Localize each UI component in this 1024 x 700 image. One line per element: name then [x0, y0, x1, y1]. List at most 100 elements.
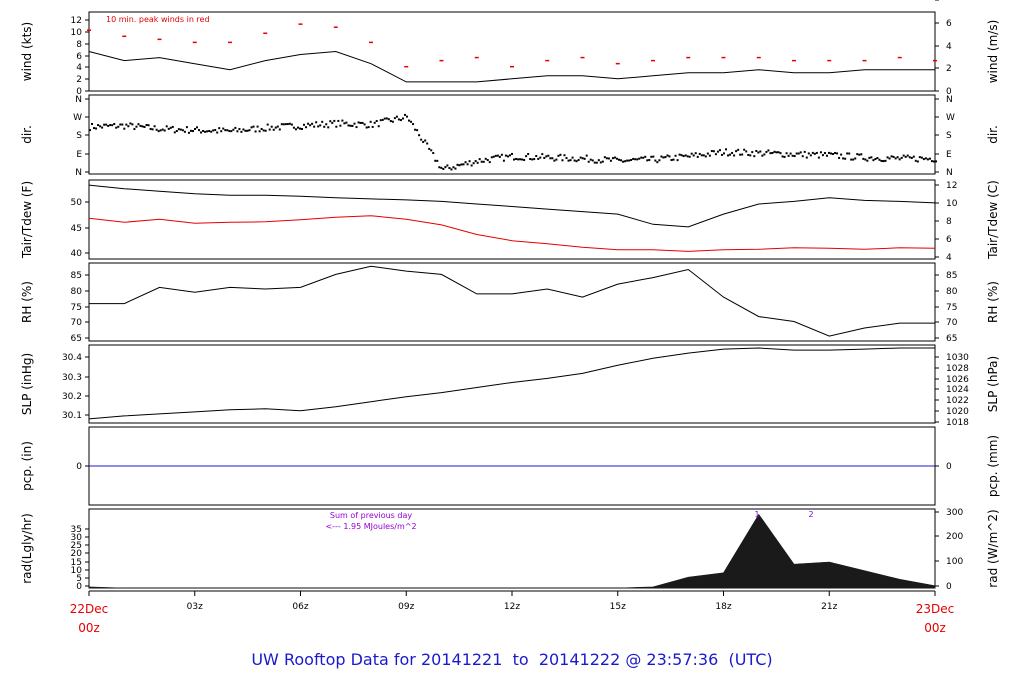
left-tick-label: 30.4 — [62, 353, 82, 363]
dir-point — [502, 159, 505, 162]
dir-point — [563, 154, 566, 157]
dir-point — [912, 155, 915, 158]
dir-point — [866, 159, 869, 162]
dir-point — [830, 152, 833, 155]
dir-point — [113, 122, 116, 125]
dir-point — [799, 151, 802, 154]
dir-point — [105, 123, 108, 126]
dir-point — [216, 131, 219, 134]
dir-point — [779, 152, 782, 155]
dir-point — [466, 163, 469, 166]
dir-point — [648, 158, 651, 161]
dir-point — [357, 121, 360, 124]
dir-point — [169, 126, 172, 129]
dir-point — [654, 159, 657, 162]
right-tick-label: 80 — [946, 287, 958, 297]
panel-frame-slp — [88, 344, 936, 424]
left-tick-label: 10 — [71, 566, 83, 576]
dir-point — [525, 155, 528, 158]
dir-point — [506, 155, 509, 158]
dir-point — [924, 157, 927, 160]
dir-point — [177, 128, 180, 131]
dir-point — [488, 161, 491, 164]
dir-point — [416, 129, 419, 132]
dir-point — [747, 153, 750, 156]
dir-point — [173, 131, 176, 134]
dir-point — [309, 124, 312, 127]
dir-point — [559, 153, 562, 156]
dir-point — [464, 161, 467, 164]
dir-point — [704, 155, 707, 158]
dir-point — [517, 158, 520, 161]
dir-point — [331, 121, 334, 124]
dir-point — [624, 160, 627, 163]
right-tick-label: 1018 — [946, 418, 969, 428]
dir-point — [355, 126, 358, 129]
dir-point — [819, 151, 822, 154]
dir-point — [543, 156, 546, 159]
dir-point — [343, 122, 346, 125]
dir-point — [448, 167, 451, 170]
dir-point — [753, 155, 756, 158]
dir-point — [288, 122, 291, 125]
dir-point — [587, 160, 590, 163]
dir-point — [827, 151, 830, 154]
dir-point — [910, 156, 913, 159]
dir-point — [872, 159, 875, 162]
dir-point — [769, 152, 772, 155]
dir-point — [603, 156, 606, 159]
dir-point — [147, 124, 150, 127]
dir-point — [870, 156, 873, 159]
time-tick-label: 09z — [398, 602, 414, 612]
dir-point — [476, 161, 479, 164]
dir-point — [418, 134, 421, 137]
end-time-label: 00z — [924, 621, 946, 635]
dir-point — [319, 124, 322, 127]
dir-point — [890, 155, 893, 158]
dir-point — [246, 129, 249, 132]
dir-point — [460, 163, 463, 166]
dir-point — [729, 153, 732, 156]
left-tick-label: 25 — [71, 541, 82, 551]
dir-point — [484, 157, 487, 160]
dir-point — [733, 154, 736, 157]
right-tick-label: 1022 — [946, 396, 969, 406]
dir-point — [183, 130, 186, 133]
dir-point — [393, 117, 396, 120]
dir-point — [720, 153, 723, 156]
dir-point — [274, 126, 277, 129]
dir-point — [864, 158, 867, 161]
series-wind-0 — [88, 50, 935, 83]
dir-point — [854, 157, 857, 160]
left-tick-label: 6 — [76, 52, 82, 62]
left-tick-label: 15 — [71, 558, 82, 568]
panel-pcp: pcp. (in) pcp. (mm) 0 0 — [20, 426, 1000, 506]
dir-point — [339, 124, 342, 127]
dir-point — [646, 159, 649, 162]
dir-point — [727, 154, 730, 157]
dir-point — [618, 158, 621, 161]
dir-point — [399, 119, 402, 122]
dir-point — [301, 127, 304, 130]
dir-point — [315, 121, 318, 124]
dir-point — [135, 125, 138, 128]
dir-point — [662, 156, 665, 159]
dir-point — [660, 155, 663, 158]
dir-point — [456, 163, 459, 166]
panel-left-label-rad: rad(Lgly/hr) — [20, 513, 34, 584]
dir-point — [751, 151, 754, 154]
dir-point — [856, 153, 859, 156]
dir-point — [545, 155, 548, 158]
dir-point — [115, 126, 118, 129]
dir-point — [454, 167, 457, 170]
panel-slp: SLP (inHg) SLP (hPa)30.130.230.330.410181… — [20, 344, 1000, 428]
dir-point — [181, 129, 184, 132]
time-axis: 03z 06z 09z 12z 15z 18z 21z 22Dec 00z 23Dec 00z — [70, 590, 954, 635]
right-tick-label: 4 — [946, 42, 952, 52]
right-tick-label: 1028 — [946, 364, 969, 374]
dir-point — [609, 159, 612, 162]
dir-point — [832, 153, 835, 156]
dir-point — [276, 125, 279, 128]
dir-point — [155, 128, 158, 131]
